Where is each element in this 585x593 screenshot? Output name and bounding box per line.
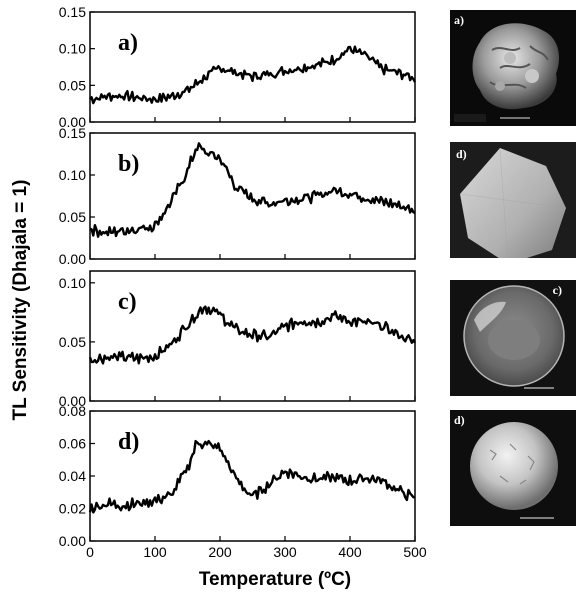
- y-tick-label: 0.04: [59, 468, 86, 484]
- sem-label-a: a): [454, 13, 464, 27]
- plot-frame: [89, 132, 416, 260]
- x-tick-label: 400: [338, 544, 362, 560]
- panel-2: 0.00 0.05 0.10 0.15 b): [59, 125, 416, 267]
- y-tick-label: 0.05: [59, 77, 86, 93]
- y-tick-label: 0.00: [59, 251, 86, 267]
- sem-image-a: a): [450, 10, 576, 126]
- sem-image-b: d): [450, 142, 576, 258]
- x-tick-label: 500: [403, 544, 427, 560]
- plot-frame: [89, 270, 416, 402]
- panel-label: c): [118, 289, 137, 315]
- x-tick-label: 200: [208, 544, 232, 560]
- y-tick-label: 0.00: [59, 533, 86, 549]
- y-tick-label: 0.02: [59, 501, 86, 517]
- panels: 0.000.050.100.15a)0.000.050.100.15b)0.00…: [59, 4, 427, 560]
- x-tick-label: 0: [86, 544, 94, 560]
- panel-label: d): [118, 429, 139, 455]
- x-axis-label: Temperature (ºC): [199, 569, 351, 590]
- y-tick-label: 0.15: [59, 125, 86, 141]
- panel-label: b): [118, 151, 139, 177]
- y-tick-label: 0.06: [59, 436, 86, 452]
- x-tick-label: 100: [143, 544, 167, 560]
- sem-label-b: d): [456, 147, 467, 161]
- y-tick-label: 0.08: [59, 403, 86, 419]
- y-tick-label: 0.05: [59, 334, 86, 350]
- series-line: [88, 305, 417, 365]
- y-tick-label: 0.15: [59, 4, 86, 20]
- sem-image-c: c): [450, 280, 576, 396]
- y-tick-label: 0.10: [59, 167, 86, 183]
- y-tick-label: 0.10: [59, 41, 86, 57]
- y-tick-label: 0.00: [59, 393, 86, 409]
- panel-1: 0.00 0.05 0.10 0.15 a): [59, 4, 417, 130]
- x-tick-label: 300: [273, 544, 297, 560]
- panel-4: 0.00 0.02 0.04 0.06 0.08 d): [59, 403, 416, 549]
- panel-label: a): [118, 30, 138, 56]
- y-tick-label: 0.10: [59, 275, 86, 291]
- sem-label-d: d): [454, 413, 465, 427]
- panel-3: 0.00 0.05 0.10 c): [59, 270, 417, 409]
- sem-label-c: c): [553, 283, 562, 297]
- series-line: [89, 142, 416, 238]
- series-line: [88, 439, 416, 514]
- y-tick-label: 0.00: [59, 114, 86, 130]
- sem-image-d: d): [450, 410, 576, 526]
- y-tick-label: 0.05: [59, 209, 86, 225]
- plot-frame: [89, 11, 416, 123]
- series-line: [89, 45, 417, 105]
